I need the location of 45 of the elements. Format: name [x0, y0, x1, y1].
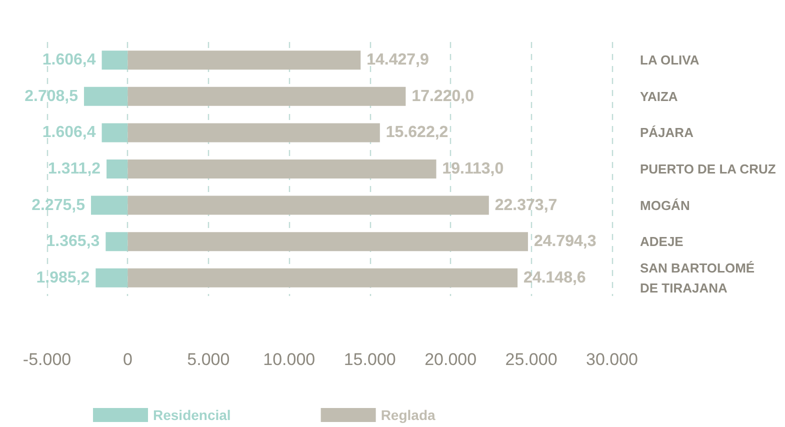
- data-label: 22.373,7: [494, 196, 558, 214]
- x-tick-label: 20.000: [424, 350, 477, 369]
- x-tick-label: 0: [122, 350, 132, 369]
- bar: [90, 196, 128, 215]
- data-label: 19.113,0: [442, 160, 504, 178]
- x-tick-label: 10.000: [263, 350, 316, 369]
- bar: [128, 160, 436, 178]
- data-label: 1.985,2: [36, 269, 90, 286]
- data-label: 24.794,3: [534, 233, 596, 250]
- x-tick-label: 15.000: [344, 350, 396, 369]
- y-tick-label: ADEJE: [640, 234, 684, 250]
- data-label: 17.220,0: [412, 88, 474, 105]
- data-label: 1.606,4: [42, 52, 96, 69]
- data-label: 1.311,2: [48, 160, 101, 178]
- data-label: 1.365,3: [46, 233, 100, 250]
- bar: [102, 50, 128, 70]
- y-tick-label: PUERTO DE LA CRUZ: [640, 162, 776, 176]
- y-tick-label: SAN BARTOLOMÉ DE TIRAJANA: [640, 260, 758, 296]
- y-tick-label: MOGÁN: [640, 198, 690, 213]
- data-label: 14.427,9: [366, 52, 430, 69]
- x-tick-label: 5.000: [187, 350, 230, 369]
- bar: [84, 86, 128, 106]
- bar: [96, 268, 128, 288]
- x-tick-label: 30.000: [586, 350, 638, 369]
- legend-label: Reglada: [380, 407, 436, 423]
- bar: [128, 123, 380, 142]
- bar: [106, 160, 128, 178]
- y-tick-label: YAIZA: [640, 88, 678, 104]
- bar: [128, 86, 406, 106]
- data-label: 15.622,2: [386, 124, 448, 142]
- data-label: 2.708,5: [24, 88, 78, 105]
- bar: [106, 232, 128, 252]
- x-tick-label: 25.000: [505, 350, 558, 369]
- bar: [128, 196, 489, 215]
- legend-label: Residencial: [153, 407, 231, 423]
- data-label: 24.148,6: [524, 269, 586, 286]
- y-tick-label: LA OLIVA: [640, 52, 700, 68]
- bar: [128, 50, 361, 70]
- data-label: 2.275,5: [32, 196, 86, 214]
- y-tick-label: PÁJARA: [640, 125, 694, 140]
- x-tick-label: -5.000: [22, 350, 72, 369]
- data-label: 1.606,4: [42, 124, 96, 142]
- bar: [128, 232, 528, 252]
- bar: [128, 268, 518, 288]
- bar: [102, 123, 128, 142]
